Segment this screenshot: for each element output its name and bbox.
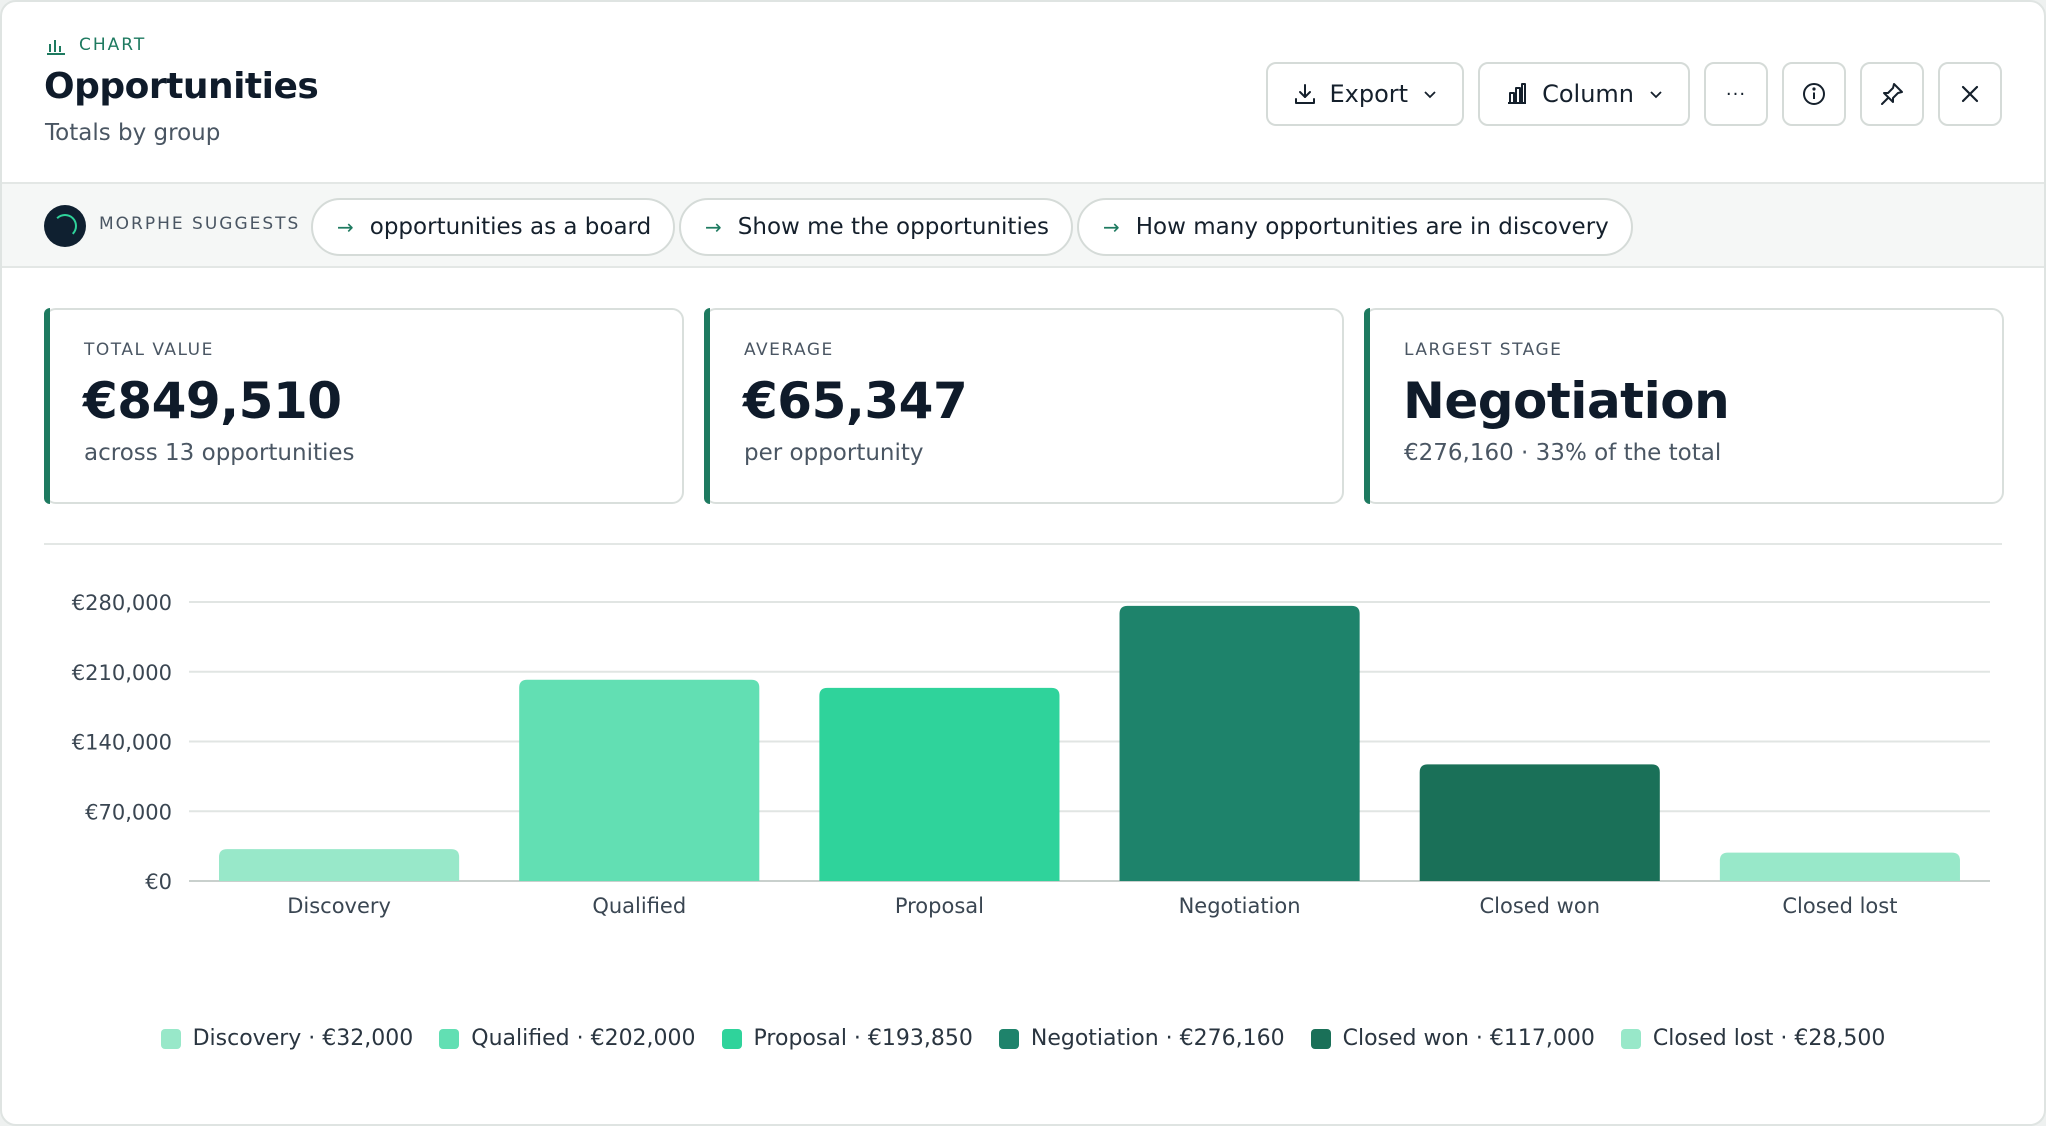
y-tick-label: €210,000 — [72, 661, 172, 685]
kpi-label: AVERAGE — [744, 340, 834, 360]
suggestion-chip[interactable]: → opportunities as a board — [311, 198, 676, 256]
legend-label: Closed won · €117,000 — [1342, 1026, 1595, 1051]
suggestion-chip[interactable]: → How many opportunities are in discover… — [1077, 198, 1633, 256]
legend-swatch — [721, 1028, 742, 1049]
kicker-label: CHART — [79, 35, 147, 55]
chart-type-label: Column — [1542, 80, 1634, 108]
legend-swatch — [1310, 1028, 1331, 1049]
suggestion-text: How many opportunities are in discovery — [1135, 214, 1609, 240]
x-tick-label: Proposal — [895, 894, 984, 918]
suggestions-bar: MORPHE SUGGESTS → opportunities as a boa… — [2, 182, 2044, 268]
export-button[interactable]: Export — [1265, 62, 1465, 126]
x-tick-label: Closed won — [1479, 894, 1600, 918]
legend-item: Qualified · €202,000 — [439, 1026, 696, 1051]
chevron-down-icon — [1424, 91, 1436, 99]
chevron-down-icon — [1650, 91, 1662, 99]
kpi-note: per opportunity — [744, 440, 924, 466]
info-button[interactable] — [1782, 62, 1846, 126]
morphe-logo-icon — [44, 205, 86, 247]
kpi-value: Negotiation — [1403, 372, 1730, 430]
legend-item: Closed won · €117,000 — [1310, 1026, 1595, 1051]
kpi-note: across 13 opportunities — [84, 440, 355, 466]
bar — [1419, 764, 1660, 881]
chart-kicker: CHART — [45, 34, 146, 56]
more-options-button[interactable]: ··· — [1704, 62, 1768, 126]
y-tick-label: €0 — [145, 870, 172, 894]
kpi-value: €849,510 — [83, 372, 342, 430]
chart-type-button[interactable]: Column — [1478, 62, 1690, 126]
download-icon — [1294, 84, 1315, 104]
y-tick-label: €280,000 — [72, 591, 172, 615]
section-divider — [44, 543, 2002, 545]
legend-item: Proposal · €193,850 — [721, 1026, 973, 1051]
kpi-label: LARGEST STAGE — [1404, 340, 1563, 360]
arrow-right-icon: → — [337, 215, 354, 239]
legend-label: Qualified · €202,000 — [471, 1026, 696, 1051]
column-chart: €0 €70,000 €140,000 €210,000 €280,000 Discove… — [72, 591, 1990, 918]
bar — [519, 679, 760, 881]
bar — [1119, 605, 1360, 881]
arrow-right-icon: → — [705, 215, 722, 239]
bar-chart-icon — [47, 40, 65, 55]
suggestion-text: Show me the opportunities — [737, 214, 1049, 240]
x-tick-label: Negotiation — [1179, 894, 1301, 918]
suggestions-label: MORPHE SUGGESTS — [99, 214, 301, 234]
kpi-note: €276,160 · 33% of the total — [1404, 440, 1722, 466]
close-icon — [1961, 85, 1979, 103]
bar — [1719, 852, 1960, 881]
x-tick-label: Closed lost — [1782, 894, 1897, 918]
more-icon: ··· — [1725, 83, 1747, 105]
legend-label: Discovery · €32,000 — [192, 1026, 414, 1051]
kpi-label: TOTAL VALUE — [84, 340, 214, 360]
legend-item: Closed lost · €28,500 — [1620, 1026, 1886, 1051]
kpi-average: AVERAGE €65,347 per opportunity — [704, 308, 1344, 504]
kpi-largest-stage: LARGEST STAGE Negotiation €276,160 · 33%… — [1364, 308, 2004, 504]
arrow-right-icon: → — [1103, 215, 1120, 239]
legend-swatch — [160, 1028, 181, 1049]
legend-item: Discovery · €32,000 — [160, 1026, 414, 1051]
legend-label: Negotiation · €276,160 — [1030, 1026, 1285, 1051]
page-subtitle: Totals by group — [45, 120, 221, 146]
chart-legend: Discovery · €32,000 Qualified · €202,000 P… — [2, 1026, 2044, 1051]
header-actions: Export Column ··· — [1265, 62, 2002, 126]
suggestion-chip[interactable]: → Show me the opportunities — [679, 198, 1073, 256]
column-chart-icon — [1508, 83, 1527, 104]
y-tick-label: €140,000 — [72, 731, 172, 755]
y-tick-label: €70,000 — [85, 800, 172, 824]
card-header: CHART Opportunities Totals by group Expo… — [2, 2, 2044, 182]
close-button[interactable] — [1938, 62, 2002, 126]
export-label: Export — [1329, 80, 1409, 108]
pin-button[interactable] — [1860, 62, 1924, 126]
bar — [219, 849, 460, 881]
legend-swatch — [439, 1028, 460, 1049]
x-tick-label: Discovery — [287, 894, 391, 918]
kpi-total-value: TOTAL VALUE €849,510 across 13 opportuni… — [44, 308, 684, 504]
info-icon — [1803, 83, 1825, 105]
suggestion-text: opportunities as a board — [369, 214, 652, 240]
pin-icon — [1881, 83, 1903, 105]
kpi-value: €65,347 — [743, 372, 968, 430]
legend-swatch — [998, 1028, 1019, 1049]
legend-label: Closed lost · €28,500 — [1652, 1026, 1886, 1051]
x-tick-label: Qualified — [592, 894, 686, 918]
legend-swatch — [1620, 1028, 1641, 1049]
legend-label: Proposal · €193,850 — [753, 1026, 973, 1051]
legend-item: Negotiation · €276,160 — [998, 1026, 1285, 1051]
page-title: Opportunities — [44, 66, 319, 107]
bar — [819, 687, 1060, 881]
